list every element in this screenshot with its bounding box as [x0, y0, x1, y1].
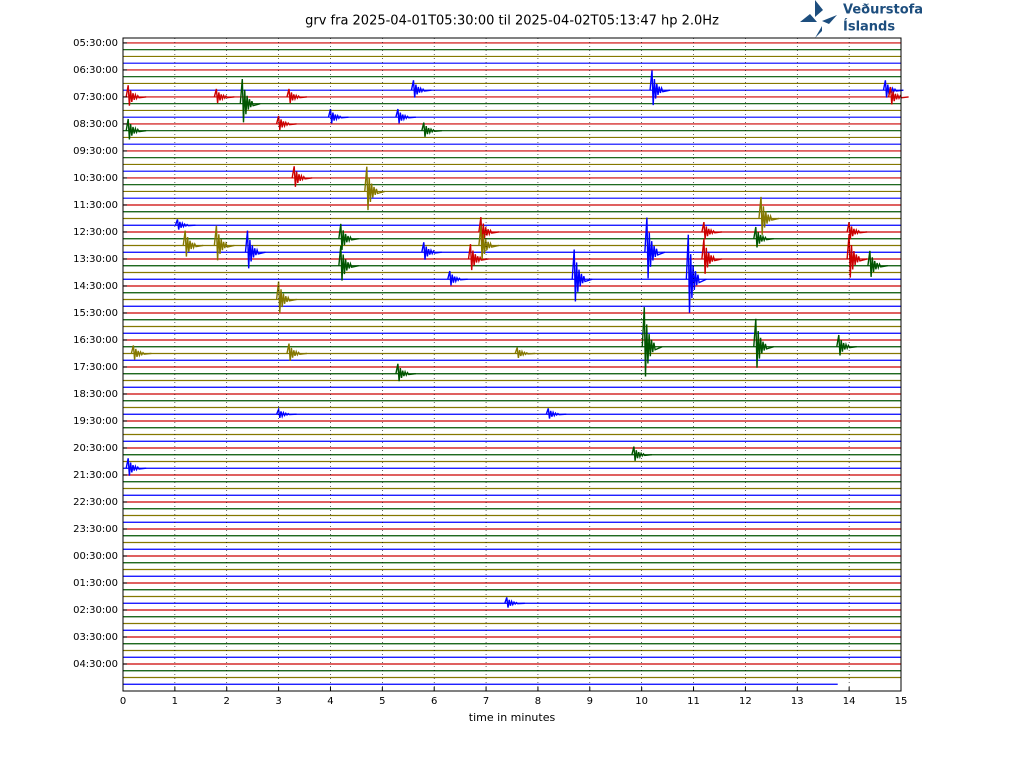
seismic-event	[867, 250, 888, 277]
seismic-event	[701, 239, 723, 274]
seismic-event	[338, 245, 359, 281]
x-tick-label: 12	[739, 696, 752, 707]
x-axis-label: time in minutes	[469, 711, 556, 724]
seismic-event	[275, 406, 297, 419]
seismic-event	[395, 108, 416, 124]
y-tick-label: 21:30:00	[73, 470, 118, 481]
y-tick-label: 16:30:00	[73, 335, 118, 346]
x-tick-label: 11	[687, 696, 700, 707]
y-tick-label: 15:30:00	[73, 308, 118, 319]
logo-text: Veðurstofa	[843, 3, 923, 18]
x-tick-label: 0	[120, 696, 126, 707]
y-tick-label: 17:30:00	[73, 362, 118, 373]
seismic-event	[410, 80, 432, 98]
y-tick-label: 10:30:00	[73, 173, 118, 184]
x-tick-label: 15	[895, 696, 908, 707]
seismic-event	[467, 244, 489, 271]
seismic-event	[514, 347, 536, 359]
seismic-event	[887, 86, 909, 105]
seismic-event	[174, 219, 196, 230]
seismic-event	[421, 242, 442, 260]
y-tick-label: 23:30:00	[73, 524, 118, 535]
seismic-event	[327, 108, 349, 124]
seismic-event	[125, 458, 147, 476]
seismic-event	[701, 221, 722, 240]
seismic-event	[286, 88, 308, 104]
y-tick-label: 11:30:00	[73, 200, 118, 211]
y-tick-label: 09:30:00	[73, 146, 118, 157]
y-tick-label: 20:30:00	[73, 443, 118, 454]
y-tick-label: 08:30:00	[73, 119, 118, 130]
seismic-event	[649, 70, 671, 106]
seismic-event	[644, 217, 666, 279]
seismic-event	[758, 196, 780, 235]
plot-frame	[122, 37, 902, 692]
x-tick-label: 14	[843, 696, 856, 707]
seismic-event	[291, 166, 313, 187]
x-tick-label: 2	[224, 696, 230, 707]
seismic-event	[244, 230, 266, 269]
y-tick-label: 19:30:00	[73, 416, 118, 427]
y-tick-label: 01:30:00	[73, 578, 118, 589]
seismic-event	[395, 363, 416, 382]
x-tick-label: 5	[379, 696, 385, 707]
y-tick-label: 05:30:00	[73, 38, 118, 49]
seismic-event	[571, 249, 593, 302]
y-tick-label: 00:30:00	[73, 551, 118, 562]
seismic-event	[753, 226, 774, 248]
seismic-event	[846, 234, 868, 278]
seismic-event	[182, 230, 204, 257]
seismic-event	[275, 115, 297, 131]
seismic-event	[641, 307, 663, 377]
seismic-event	[338, 223, 359, 250]
seismic-event	[504, 597, 525, 608]
y-tick-label: 18:30:00	[73, 389, 118, 400]
seismic-event	[125, 118, 147, 140]
x-tick-label: 6	[431, 696, 437, 707]
logo-text: Íslands	[843, 19, 895, 35]
seismic-event	[836, 334, 857, 356]
seismic-event	[421, 122, 442, 137]
x-tick-label: 8	[535, 696, 541, 707]
seismic-event	[545, 408, 567, 419]
y-tick-label: 22:30:00	[73, 497, 118, 508]
y-tick-label: 12:30:00	[73, 227, 118, 238]
x-tick-label: 7	[483, 696, 489, 707]
x-tick-label: 10	[635, 696, 648, 707]
seismic-event	[213, 225, 235, 261]
y-tick-label: 07:30:00	[73, 92, 118, 103]
seismic-event	[213, 88, 235, 104]
seismic-event	[753, 318, 774, 368]
seismic-event	[364, 166, 385, 211]
x-tick-label: 3	[275, 696, 281, 707]
seismic-event	[478, 225, 500, 261]
y-tick-label: 13:30:00	[73, 254, 118, 265]
seismic-event	[631, 446, 652, 461]
seismic-event	[239, 78, 261, 123]
chart-title: grv fra 2025-04-01T05:30:00 til 2025-04-…	[305, 14, 719, 29]
y-tick-label: 02:30:00	[73, 605, 118, 616]
x-tick-label: 9	[587, 696, 593, 707]
logo-mark	[800, 0, 837, 38]
x-tick-label: 4	[327, 696, 333, 707]
y-tick-label: 06:30:00	[73, 65, 118, 76]
seismic-event	[846, 221, 868, 240]
seismic-event	[286, 343, 308, 361]
seismic-event	[125, 85, 147, 106]
seismic-event	[275, 281, 297, 314]
y-tick-label: 04:30:00	[73, 659, 118, 670]
seismic-event	[130, 345, 152, 360]
seismic-event	[447, 270, 468, 286]
x-tick-label: 1	[172, 696, 178, 707]
x-tick-label: 13	[791, 696, 804, 707]
seismic-event	[685, 234, 707, 313]
y-tick-label: 03:30:00	[73, 632, 118, 643]
y-tick-label: 14:30:00	[73, 281, 118, 292]
